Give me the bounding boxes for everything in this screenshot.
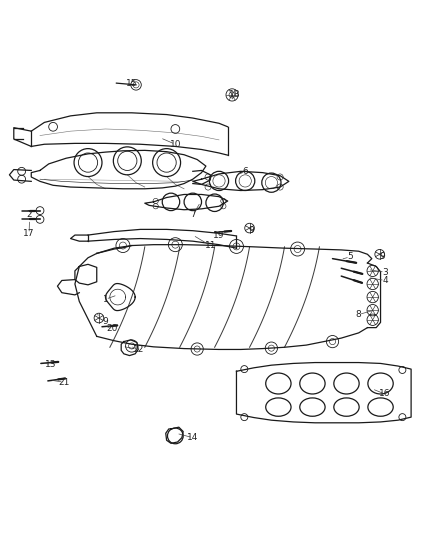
Text: 6: 6: [242, 167, 248, 176]
Text: 7: 7: [190, 211, 196, 220]
Text: 18: 18: [229, 91, 240, 100]
Text: 14: 14: [187, 433, 198, 442]
Text: 5: 5: [347, 253, 353, 261]
Text: 11: 11: [205, 241, 216, 250]
Text: 13: 13: [45, 360, 57, 369]
Text: 3: 3: [382, 268, 388, 277]
Text: 21: 21: [58, 378, 70, 387]
Text: 1: 1: [102, 295, 108, 304]
Text: 16: 16: [379, 390, 391, 399]
Text: 2: 2: [26, 211, 32, 220]
Text: 20: 20: [106, 324, 118, 333]
Text: 9: 9: [380, 253, 385, 261]
Text: 19: 19: [213, 231, 225, 240]
Text: 4: 4: [382, 276, 388, 285]
Text: 8: 8: [356, 310, 362, 319]
Text: 9: 9: [102, 317, 108, 326]
Text: 12: 12: [133, 345, 144, 354]
Text: 15: 15: [126, 79, 138, 87]
Text: 17: 17: [23, 229, 35, 238]
Text: 9: 9: [249, 226, 254, 235]
Text: 10: 10: [170, 140, 181, 149]
